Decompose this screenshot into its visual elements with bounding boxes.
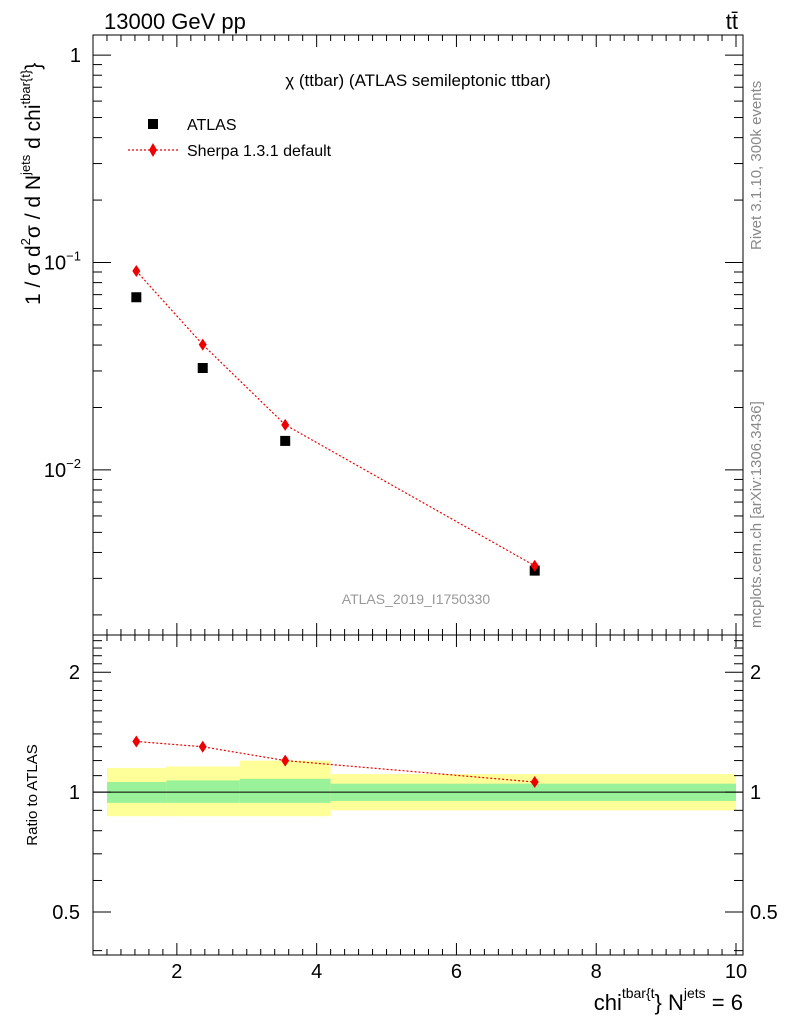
mcplots-label: mcplots.cern.ch [arXiv:1306.3436] <box>748 401 765 628</box>
ylabel-sup2: jets <box>18 154 33 176</box>
ratio-xtick-label: 8 <box>591 961 602 983</box>
main-series <box>131 265 540 576</box>
xlabel-prefix: chi <box>594 990 622 1015</box>
ratio-sherpa-point <box>198 740 207 753</box>
tick-exponent: −1 <box>66 249 81 264</box>
ratio-inner-band <box>166 780 240 803</box>
ylabel-suffix: } <box>22 63 45 70</box>
atlas-point <box>280 435 291 446</box>
ylabel-prefix: 1 / σ d <box>22 245 45 305</box>
ratio-sherpa-line <box>136 740 535 783</box>
ratio-sherpa-point <box>132 735 141 748</box>
atlas-point <box>197 363 208 374</box>
ratio-xlabel: chitbar{t} Njets = 6 <box>594 985 743 1015</box>
tick-base: 10 <box>44 253 66 275</box>
xlabel-suffix: = 6 <box>706 990 743 1015</box>
ylabel-mid2: d chi <box>22 105 45 155</box>
main-ylabel: 1 / σ d2σ / d Njets d chitbar{t}} <box>18 63 45 305</box>
sherpa-line <box>135 270 536 567</box>
main-title: χ (ttbar) (ATLAS semileptonic ttbar) <box>285 71 551 90</box>
analysis-watermark: ATLAS_2019_I1750330 <box>342 591 491 607</box>
energy-label: 13000 GeV pp <box>104 9 246 34</box>
sherpa-point <box>530 559 539 572</box>
legend-sherpa-label: Sherpa 1.3.1 default <box>187 143 332 160</box>
xlabel-sup1: tbar{t <box>622 985 655 1001</box>
legend-atlas-marker <box>148 119 158 129</box>
ylabel-mid: σ / d N <box>22 175 45 238</box>
main-ytick-labels: 110−110−2 <box>44 45 81 482</box>
ratio-xtick-label: 4 <box>311 961 322 983</box>
main-ytick-label: 10−1 <box>44 249 81 275</box>
sherpa-point <box>281 418 290 431</box>
legend-atlas-label: ATLAS <box>187 117 237 134</box>
ratio-inner-band <box>239 778 331 803</box>
ratio-series <box>132 735 539 789</box>
xlabel-sup2: jets <box>683 985 706 1001</box>
legend-sherpa-marker <box>149 143 157 157</box>
sherpa-point <box>132 265 141 278</box>
main-ytick-label: 10−2 <box>44 456 81 482</box>
sherpa-point <box>198 338 207 351</box>
ratio-ytick-label: 0.5 <box>52 902 80 924</box>
main-ticks <box>93 35 743 635</box>
xlabel-mid: } N <box>655 990 684 1015</box>
ratio-ticks <box>93 635 743 955</box>
ratio-ylabel: Ratio to ATLAS <box>24 744 41 845</box>
ratio-ytick-label: 2 <box>69 662 80 684</box>
ratio-ytick-label-right: 2 <box>750 662 761 684</box>
legend: ATLAS Sherpa 1.3.1 default <box>128 117 332 160</box>
process-label: tt̄ <box>726 9 738 34</box>
ratio-bands <box>106 760 737 817</box>
tick-base: 10 <box>44 460 66 482</box>
ratio-ytick-label-right: 0.5 <box>750 902 778 924</box>
main-panel: 110−110−2 χ (ttbar) (ATLAS semileptonic … <box>18 34 744 636</box>
ratio-sherpa-point <box>530 776 539 789</box>
rivet-label: Rivet 3.1.10, 300k events <box>748 81 765 250</box>
ratio-ytick-labels: 0.5 0.5 1 1 2 2 <box>52 662 778 924</box>
ratio-panel: 0.5 0.5 1 1 2 2 2 4 6 8 10 Ratio to ATLAS chitbar… <box>24 634 778 1015</box>
atlas-point <box>131 292 142 303</box>
ratio-frame <box>92 634 744 956</box>
tick-exponent: −2 <box>66 456 81 471</box>
ratio-xtick-labels: 2 4 6 8 10 <box>171 961 747 983</box>
ratio-sherpa-point <box>281 754 290 767</box>
ylabel-sup1: 2 <box>18 238 33 245</box>
ylabel-sup3: tbar{t} <box>18 69 33 104</box>
ratio-xtick-label: 10 <box>725 961 747 983</box>
ratio-ytick-label: 1 <box>69 782 80 804</box>
ratio-xtick-label: 6 <box>451 961 462 983</box>
ratio-xtick-label: 2 <box>171 961 182 983</box>
ratio-ytick-label-right: 1 <box>750 782 761 804</box>
main-ytick-label: 1 <box>70 45 81 67</box>
